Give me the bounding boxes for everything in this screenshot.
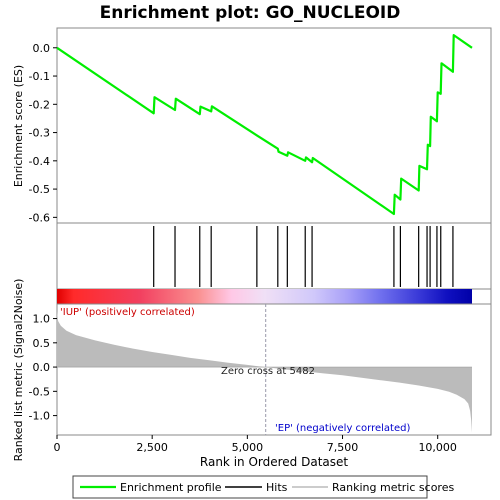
- zero-cross-label: Zero cross at 5482: [221, 366, 315, 377]
- x-tick-label: 0: [54, 441, 61, 454]
- top-y-tick-label: -0.2: [29, 98, 50, 111]
- bottom-y-tick-label: 0.5: [33, 337, 51, 350]
- rank-colorbar: [57, 289, 472, 304]
- bottom-y-axis-label: Ranked list metric (Signal2Noise): [12, 279, 25, 462]
- top-y-tick-label: -0.5: [29, 183, 50, 196]
- hits-panel-frame: [56, 222, 492, 290]
- positive-correlation-label: 'IUP' (positively correlated): [60, 307, 195, 318]
- top-y-axis-label: Enrichment score (ES): [12, 65, 25, 187]
- enrichment-profile-line: [56, 33, 473, 216]
- x-tick-label: 5,000: [232, 441, 264, 454]
- legend-metric-label: Ranking metric scores: [332, 481, 454, 494]
- x-axis: 0 2,500 5,000 7,500 10,000: [54, 435, 457, 454]
- top-y-axis: 0.0 -0.1 -0.2 -0.3 -0.4 -0.5 -0.6: [29, 42, 57, 224]
- top-y-tick-label: -0.1: [29, 70, 50, 83]
- bottom-y-tick-label: 1.0: [33, 313, 51, 326]
- legend-enrichment-label: Enrichment profile: [120, 481, 222, 494]
- bottom-y-axis: 1.0 0.5 0.0 -0.5 -1.0: [29, 313, 57, 423]
- x-tick-label: 2,500: [136, 441, 168, 454]
- x-axis-label: Rank in Ordered Dataset: [200, 455, 348, 469]
- x-tick-label: 10,000: [418, 441, 457, 454]
- top-y-tick-label: 0.0: [33, 42, 51, 55]
- x-tick-label: 7,500: [327, 441, 359, 454]
- bottom-y-tick-label: 0.0: [33, 361, 51, 374]
- bottom-y-tick-label: -1.0: [29, 410, 50, 423]
- ranking-metric-area: [57, 311, 472, 433]
- bottom-y-tick-label: -0.5: [29, 385, 50, 398]
- hits-marks: [153, 226, 454, 287]
- top-y-tick-label: -0.6: [29, 211, 50, 224]
- negative-correlation-label: 'EP' (negatively correlated): [275, 423, 410, 434]
- top-panel-frame: [56, 27, 492, 224]
- chart-title: Enrichment plot: GO_NUCLEOID: [100, 3, 401, 23]
- legend-hits-label: Hits: [266, 481, 288, 494]
- top-y-tick-label: -0.3: [29, 127, 50, 140]
- top-y-tick-label: -0.4: [29, 155, 50, 168]
